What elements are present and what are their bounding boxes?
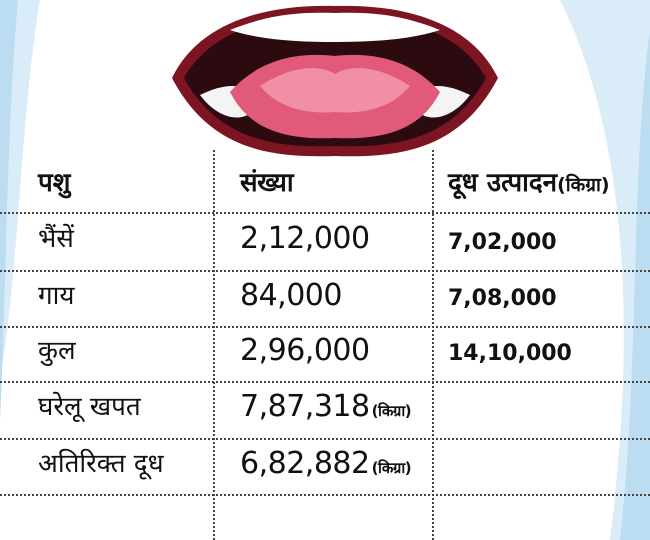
row-count: 2,96,000 [240, 333, 370, 368]
row-count-unit: (किग्रा) [371, 402, 412, 420]
row-count-unit: (किग्रा) [371, 459, 412, 477]
row-divider [0, 438, 650, 440]
header-milk-unit: (किग्रा) [557, 174, 610, 196]
row-count-value: 6,82,882 [240, 446, 370, 481]
row-count: 6,82,882 (किग्रा) [240, 446, 412, 481]
row-milk: 7,08,000 [448, 286, 557, 311]
open-mouth-icon [172, 5, 498, 157]
header-count: संख्या [240, 168, 294, 198]
row-count: 2,12,000 [240, 221, 370, 256]
row-count: 7,87,318 (किग्रा) [240, 389, 412, 424]
row-animal: गाय [38, 281, 75, 311]
row-divider [0, 212, 650, 214]
header-milk-label: दूध उत्पादन [448, 168, 558, 198]
row-divider [0, 326, 650, 328]
row-count-value: 7,87,318 [240, 389, 370, 424]
row-divider [0, 494, 650, 496]
column-divider [432, 150, 434, 540]
row-milk: 14,10,000 [448, 341, 572, 366]
header-animal: पशु [38, 168, 71, 198]
row-animal: भैंसें [38, 224, 74, 254]
row-milk: 7,02,000 [448, 230, 557, 255]
row-animal: कुल [38, 336, 76, 366]
row-animal: अतिरिक्त दूध [38, 449, 164, 479]
header-milk: दूध उत्पादन(किग्रा) [448, 170, 610, 196]
row-divider [0, 270, 650, 272]
row-divider [0, 381, 650, 383]
row-animal: घरेलू खपत [38, 392, 141, 422]
row-count: 84,000 [240, 278, 342, 313]
column-divider [213, 150, 215, 540]
